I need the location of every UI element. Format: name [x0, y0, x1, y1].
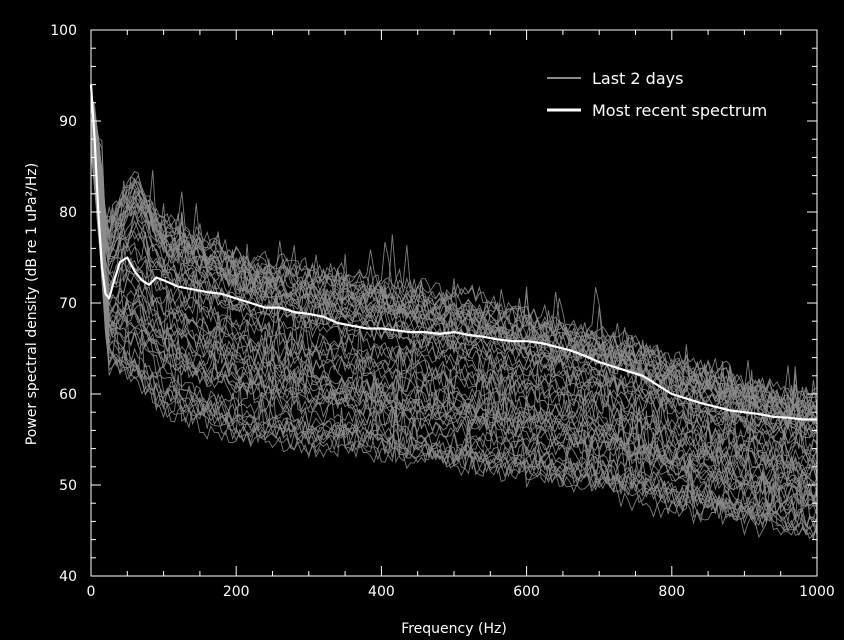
last-2-days-spectrum-line — [90, 114, 818, 458]
last-2-days-spectrum-line — [90, 97, 818, 430]
last-2-days-spectrum-line — [90, 115, 818, 466]
y-tick-label: 90 — [59, 114, 77, 130]
last-2-days-spectrum-line — [90, 144, 818, 532]
y-tick-label: 70 — [59, 296, 77, 312]
x-tick-label: 400 — [368, 584, 395, 600]
ticks-layer: 0 200 400 600 800 1000 40 50 60 70 80 90 100 — [50, 23, 835, 600]
last-2-days-spectrum-line — [90, 140, 818, 535]
x-tick-label: 200 — [223, 584, 250, 600]
last-2-days-spectrum-line — [90, 96, 818, 402]
last-2-days-spectrum-line — [90, 124, 818, 478]
last-2-days-spectrum-line — [90, 129, 818, 475]
last-2-days-spectrum-line — [90, 117, 818, 462]
legend-label-most-recent: Most recent spectrum — [592, 101, 767, 120]
last-2-days-spectrum-line — [90, 136, 818, 495]
y-tick-label: 80 — [59, 205, 77, 221]
x-tick-label: 800 — [658, 584, 685, 600]
last-2-days-spectrum-line — [90, 143, 818, 506]
y-axis-label: Power spectral density (dB re 1 uPa²/Hz) — [24, 163, 40, 445]
y-tick-label: 40 — [59, 569, 77, 585]
y-tick-label: 60 — [59, 387, 77, 403]
last-2-days-spectrum-line — [90, 121, 818, 454]
last-2-days-spectrum-line — [90, 97, 818, 431]
y-tick-label: 100 — [50, 23, 77, 39]
x-tick-label: 1000 — [799, 584, 835, 600]
last-2-days-spectrum-line — [90, 100, 818, 420]
last-2-days-spectrum-line — [90, 95, 818, 413]
last-2-days-spectrum-line — [90, 138, 818, 487]
x-tick-label: 600 — [513, 584, 540, 600]
last-2-days-spectrum-line — [90, 95, 818, 427]
x-tick-label: 0 — [87, 584, 96, 600]
last-2-days-spectrum-line — [90, 137, 818, 511]
last-2-days-spectrum-line — [90, 152, 818, 540]
most-recent-spectrum-line — [89, 84, 817, 421]
legend: Last 2 days Most recent spectrum — [547, 69, 767, 120]
legend-label-last-2-days: Last 2 days — [592, 69, 683, 88]
last-2-days-spectrum-line — [90, 107, 818, 433]
last-2-days-spectrum-line — [90, 95, 818, 418]
y-tick-label: 50 — [59, 478, 77, 494]
last-2-days-spectrum-line — [90, 108, 818, 435]
series-lines-layer — [89, 84, 818, 540]
last-2-days-spectrum-line — [90, 117, 818, 473]
last-2-days-spectrum-line — [90, 104, 818, 460]
last-2-days-spectrum-line — [90, 145, 818, 518]
x-axis-label: Frequency (Hz) — [401, 621, 507, 637]
last-2-days-spectrum-line — [90, 134, 818, 501]
